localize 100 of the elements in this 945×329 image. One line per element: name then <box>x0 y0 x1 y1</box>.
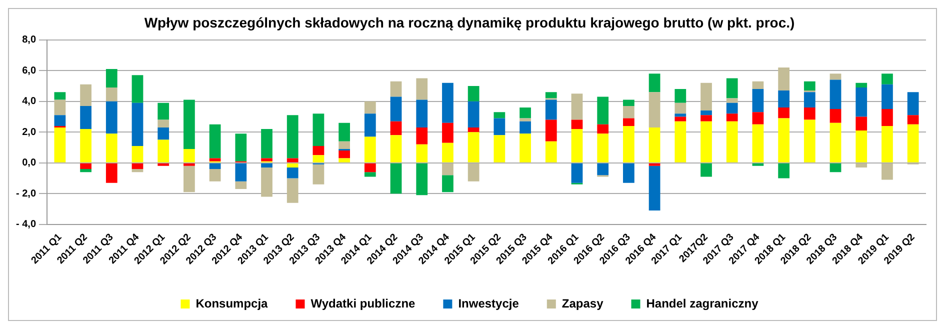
bar <box>390 135 402 162</box>
y-tick-label: 6,0 <box>22 65 36 76</box>
bar <box>571 120 583 130</box>
bar <box>571 163 583 183</box>
chart-title: Wpływ poszczególnych składowych na roczną dynamikę produktu krajowego brutto (w pkt. proc.) <box>144 14 795 30</box>
bar <box>132 146 144 162</box>
bar <box>106 163 118 183</box>
bar <box>416 144 428 162</box>
bar <box>416 100 428 128</box>
bar <box>416 78 428 100</box>
legend-label: Konsumpcja <box>196 296 268 310</box>
bar <box>80 84 92 106</box>
bar <box>209 163 221 170</box>
bar <box>338 158 350 162</box>
bar <box>674 121 686 162</box>
bar <box>545 100 557 120</box>
bar <box>830 122 842 162</box>
bar <box>778 118 790 162</box>
bar <box>752 124 764 162</box>
bar <box>907 115 919 124</box>
bar <box>778 163 790 178</box>
bar <box>752 81 764 90</box>
legend-label: Zapasy <box>562 296 604 310</box>
bar <box>494 112 506 118</box>
bar <box>597 134 609 162</box>
bar <box>882 126 893 162</box>
bar <box>390 81 402 97</box>
bar <box>54 115 66 126</box>
bar <box>648 163 660 166</box>
bar <box>623 126 634 162</box>
legend-label: Inwestycje <box>458 296 520 310</box>
bar <box>856 130 868 162</box>
bar <box>364 172 376 177</box>
bar <box>726 121 738 162</box>
bar <box>80 169 92 172</box>
bar <box>623 106 634 118</box>
bar <box>468 132 480 162</box>
bar <box>494 118 506 136</box>
bar <box>312 114 324 146</box>
bar <box>856 116 868 131</box>
bar <box>494 135 506 162</box>
bar <box>571 94 583 120</box>
bar <box>856 87 868 117</box>
bar <box>54 92 66 100</box>
bar <box>623 163 634 183</box>
bar <box>184 163 195 166</box>
bar <box>804 120 816 162</box>
bar <box>338 150 350 158</box>
bar <box>674 89 686 103</box>
bar <box>286 158 298 162</box>
bar <box>442 163 454 176</box>
bar <box>545 120 557 142</box>
bar <box>390 163 402 194</box>
bar <box>571 129 583 162</box>
bar <box>209 158 221 162</box>
bar <box>830 74 842 80</box>
bar <box>184 149 195 162</box>
bar <box>882 74 893 84</box>
bar <box>520 134 531 162</box>
bar <box>312 164 324 184</box>
bar <box>700 82 712 111</box>
bar <box>882 84 893 110</box>
bar <box>54 100 66 116</box>
bar <box>184 166 195 192</box>
bar <box>80 129 92 162</box>
bar <box>468 127 480 132</box>
bar <box>726 102 738 114</box>
bar <box>700 121 712 162</box>
bar <box>778 90 790 108</box>
bar <box>752 112 764 124</box>
bar <box>286 167 298 178</box>
bar <box>158 140 170 162</box>
bar <box>442 122 454 143</box>
bar <box>804 81 816 91</box>
bar <box>907 92 919 116</box>
bar <box>390 96 402 122</box>
y-tick-label: 8,0 <box>22 34 36 46</box>
bar <box>648 92 660 128</box>
bar <box>804 92 816 108</box>
bar <box>907 124 919 162</box>
bar <box>312 146 324 156</box>
bar <box>597 163 609 176</box>
y-tick-label: 4,0 <box>22 96 36 108</box>
bar <box>856 82 868 88</box>
bar <box>597 124 609 134</box>
bar <box>545 141 557 162</box>
bar <box>752 89 764 112</box>
bar <box>158 120 170 128</box>
bar <box>364 136 376 162</box>
bar <box>442 175 454 192</box>
bar <box>312 155 324 162</box>
bar <box>106 101 118 134</box>
bar <box>726 78 738 98</box>
bar <box>674 114 686 117</box>
bar <box>390 121 402 136</box>
legend-label: Wydatki publiczne <box>310 296 416 310</box>
bar <box>106 87 118 102</box>
bar <box>261 158 272 162</box>
bar <box>830 80 842 110</box>
bar <box>286 178 298 203</box>
